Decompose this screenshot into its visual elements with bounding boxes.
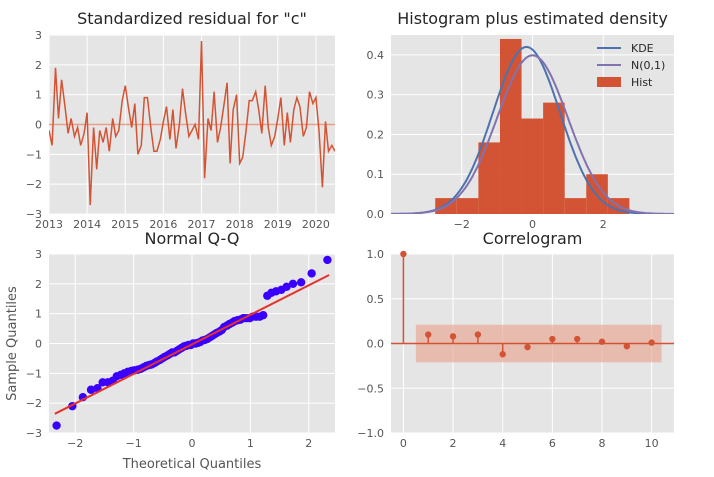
y-tick-label: 3 — [35, 248, 42, 261]
acf-marker — [474, 331, 482, 338]
x-tick-label: 1 — [247, 437, 254, 450]
residual-series-line — [49, 40, 335, 206]
acf-marker — [549, 335, 556, 343]
normal-density-line — [391, 54, 674, 214]
legend-swatch — [597, 77, 621, 87]
qq-point — [259, 310, 268, 320]
x-tick-label: 2013 — [35, 218, 63, 231]
histogram-bar — [499, 38, 522, 214]
y-axis-label: Sample Quantiles — [5, 286, 20, 401]
y-tick-label: −1.0 — [357, 427, 384, 440]
x-tick-label: 0 — [529, 218, 536, 231]
x-tick-label: 6 — [549, 437, 556, 450]
y-tick-label: 0.4 — [367, 49, 385, 62]
subplot-3: −2 −1 0 1 2 −3 −2 −1 0 1 2 3 Normal Q-Q Theoretical Q… — [5, 229, 335, 472]
histogram-bar — [456, 198, 479, 214]
qq-point — [52, 421, 61, 430]
x-tick-label: −2 — [67, 437, 83, 450]
qq-reference-line — [54, 274, 330, 415]
y-tick-label: −3 — [26, 427, 42, 440]
y-tick-label: 0.2 — [367, 128, 385, 141]
x-tick-label: −1 — [126, 437, 142, 450]
x-tick-label: 2018 — [226, 218, 254, 231]
y-tick-label: 1 — [35, 89, 42, 102]
legend-label: KDE — [631, 42, 654, 55]
y-tick-label: 2 — [35, 278, 42, 291]
qq-point — [282, 282, 291, 292]
chart-title: Histogram plus estimated density — [397, 9, 668, 28]
x-tick-label: 0 — [189, 437, 196, 450]
legend-label: N(0,1) — [631, 59, 665, 72]
x-tick-label: 0 — [400, 437, 407, 450]
acf-marker — [598, 338, 606, 345]
chart-title: Normal Q-Q — [145, 229, 240, 248]
qq-points — [52, 255, 332, 430]
x-tick-label: 2014 — [73, 218, 101, 231]
x-tick-label: 8 — [599, 437, 606, 450]
y-tick-label: 3 — [35, 29, 42, 42]
acf-marker — [524, 343, 531, 351]
y-tick-label: −3 — [26, 208, 42, 221]
y-tick-label: −2 — [26, 397, 42, 410]
y-tick-label: 0 — [35, 338, 42, 351]
gridlines — [48, 34, 335, 215]
x-tick-label: 2 — [305, 437, 312, 450]
x-tick-label: 10 — [645, 437, 659, 450]
acf-marker — [449, 333, 457, 340]
y-tick-label: 0 — [35, 119, 42, 132]
qq-point — [288, 279, 298, 289]
legend-label: Hist — [631, 76, 653, 89]
y-tick-label: 0.1 — [367, 168, 385, 181]
histogram-bar — [543, 102, 565, 214]
acf-marker — [573, 335, 581, 343]
qq-point — [86, 385, 96, 394]
histogram-bar — [478, 142, 500, 214]
acf-marker — [648, 339, 655, 346]
acf-marker — [499, 351, 506, 358]
acf-marker — [425, 331, 432, 338]
subplot-4: 0 2 4 6 8 10 −1.0 −0.5 0.0 0.5 1.0 Correlogram — [357, 229, 674, 450]
y-tick-label: −1 — [26, 148, 42, 161]
y-tick-label: 0.0 — [367, 338, 385, 351]
acf-marker — [623, 342, 631, 350]
qq-point — [296, 278, 306, 287]
x-tick-label: 4 — [499, 437, 506, 450]
y-tick-label: 0.5 — [367, 293, 385, 306]
y-tick-label: −0.5 — [357, 382, 384, 395]
histogram-bar — [521, 118, 544, 214]
x-tick-label: 2016 — [149, 218, 177, 231]
y-tick-label: 0.3 — [367, 89, 385, 102]
y-tick-label: 1 — [35, 308, 42, 321]
y-tick-label: 0.0 — [367, 208, 385, 221]
acf-marker — [400, 250, 407, 258]
y-tick-label: 2 — [35, 59, 42, 72]
legend: KDE N(0,1) Hist — [597, 42, 665, 89]
x-tick-label: −2 — [454, 218, 470, 231]
chart-title: Correlogram — [483, 229, 583, 248]
qq-point — [323, 255, 332, 265]
qq-point — [307, 269, 316, 278]
subplot-1: 2013 2014 2015 2016 2017 2018 2019 2020 −3 −2 −1 0 1… — [26, 9, 335, 231]
gridlines — [49, 253, 335, 434]
x-tick-label: 2 — [450, 437, 457, 450]
x-tick-label: 2019 — [264, 218, 292, 231]
histogram-bar — [564, 198, 587, 214]
y-tick-label: −2 — [26, 178, 42, 191]
x-tick-label: 2017 — [188, 218, 216, 231]
y-tick-label: −1 — [26, 367, 42, 380]
x-tick-label: 2020 — [302, 218, 330, 231]
chart-title: Standardized residual for "c" — [77, 9, 307, 28]
subplot-2: −2 0 2 0.0 0.1 0.2 0.3 0.4 Histogram plus estima… — [367, 9, 674, 231]
x-axis-label: Theoretical Quantiles — [122, 457, 262, 472]
y-tick-label: 1.0 — [367, 248, 385, 261]
x-tick-label: 2 — [600, 218, 607, 231]
x-tick-label: 2015 — [111, 218, 139, 231]
